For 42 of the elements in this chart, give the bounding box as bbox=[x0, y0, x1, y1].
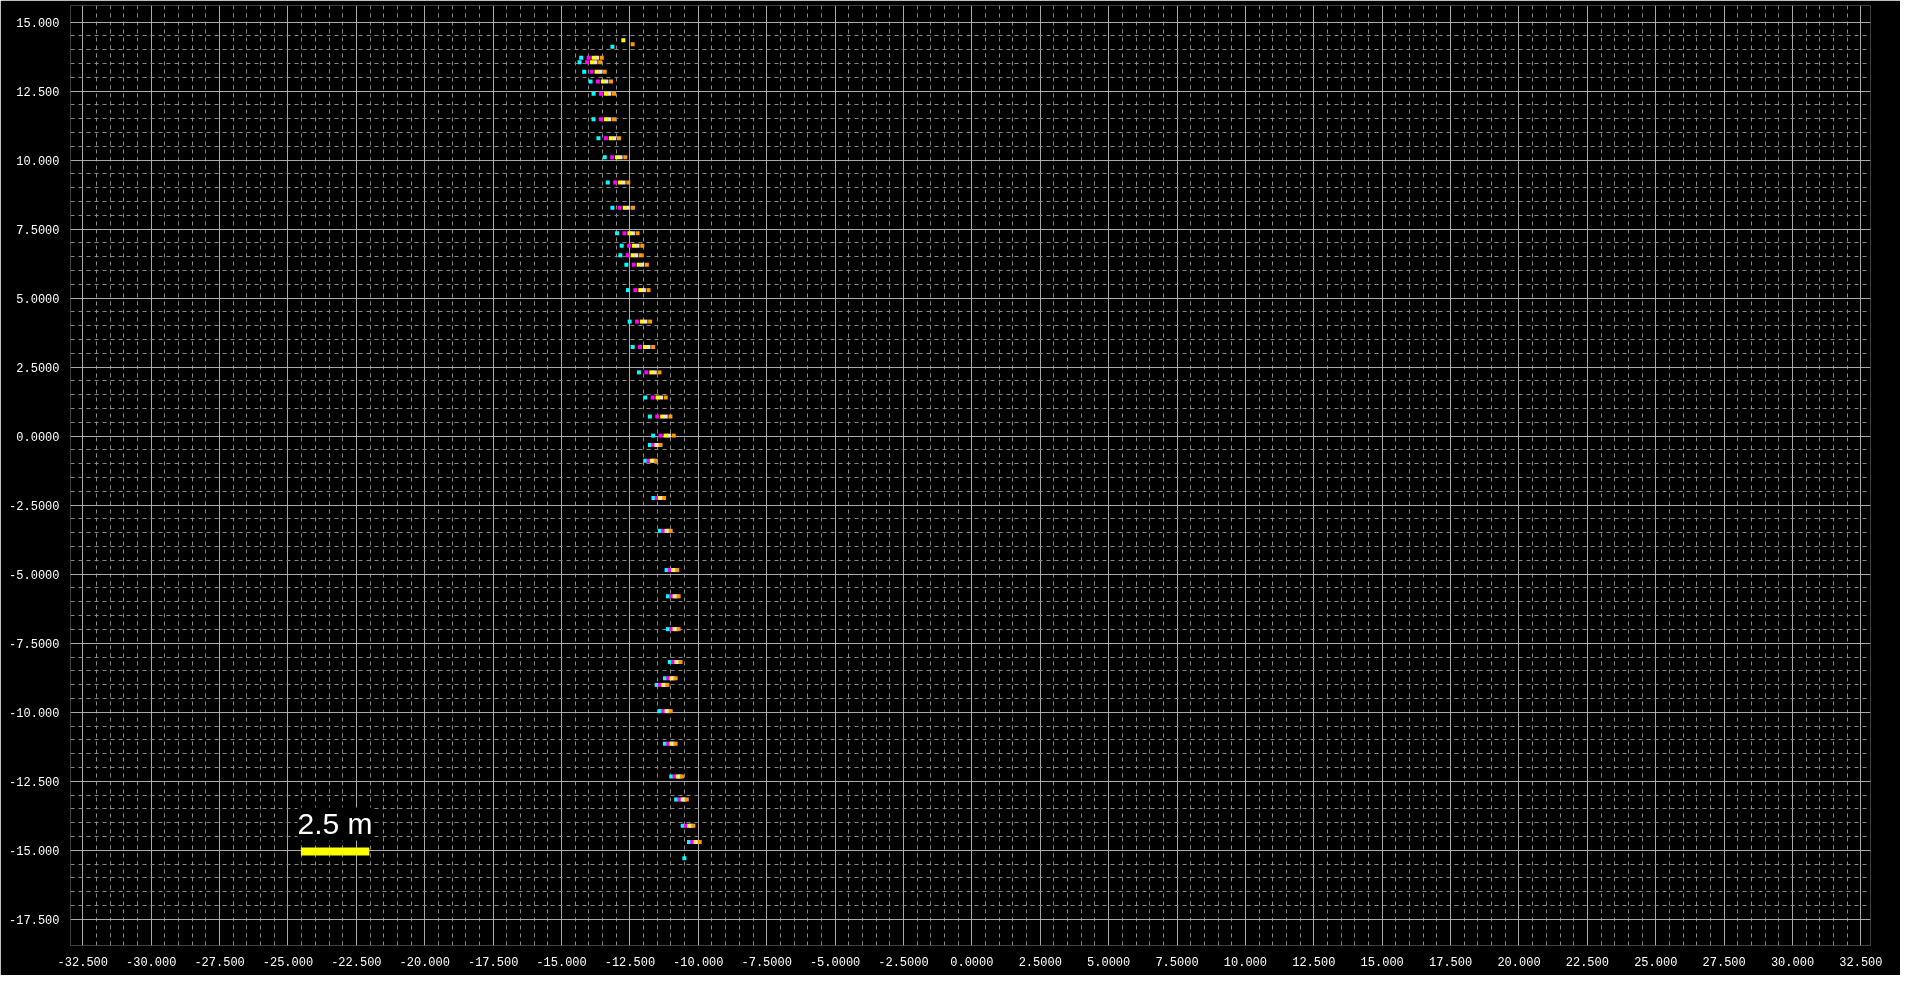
y-tick-label: -5.0000 bbox=[9, 568, 60, 583]
x-tick-label: -15.000 bbox=[536, 955, 587, 970]
y-tick-label: -7.5000 bbox=[9, 637, 60, 652]
y-tick-label: -17.500 bbox=[9, 913, 60, 928]
x-tick-label: -25.000 bbox=[262, 955, 314, 970]
x-tick-label: 10.000 bbox=[1223, 955, 1268, 970]
x-tick-label: 30.000 bbox=[1770, 955, 1815, 970]
x-tick-label: -7.5000 bbox=[741, 955, 792, 970]
x-tick-label: 12.500 bbox=[1292, 955, 1336, 970]
x-tick-label: -12.500 bbox=[604, 955, 656, 970]
y-tick-label: 12.500 bbox=[16, 85, 60, 100]
y-tick-label: 5.0000 bbox=[16, 292, 60, 307]
x-tick-label: -5.0000 bbox=[809, 955, 861, 970]
y-tick-label: -10.000 bbox=[9, 706, 60, 721]
y-tick-label: 0.0000 bbox=[16, 430, 60, 445]
x-tick-label: 22.500 bbox=[1565, 955, 1609, 970]
x-tick-label: -27.500 bbox=[194, 955, 245, 970]
y-tick-label: 7.5000 bbox=[16, 223, 60, 238]
y-tick-label: -12.500 bbox=[9, 775, 60, 790]
x-tick-label: -10.000 bbox=[673, 955, 724, 970]
y-tick-label: -2.5000 bbox=[9, 499, 60, 514]
y-tick-label: 2.5000 bbox=[16, 361, 60, 376]
annotation: 2.5 m bbox=[297, 807, 373, 841]
x-tick-label: -32.500 bbox=[57, 955, 109, 970]
y-tick-label: -15.000 bbox=[9, 844, 60, 859]
x-tick-label: 25.000 bbox=[1634, 955, 1678, 970]
x-tick-label: -22.500 bbox=[331, 955, 382, 970]
x-tick-label: 32.500 bbox=[1839, 955, 1883, 970]
x-tick-label: 0.0000 bbox=[950, 955, 994, 970]
x-tick-label: 15.000 bbox=[1360, 955, 1404, 970]
x-tick-label: -30.000 bbox=[125, 955, 177, 970]
x-tick-label: 27.500 bbox=[1702, 955, 1746, 970]
x-tick-label: 2.5000 bbox=[1018, 955, 1062, 970]
x-tick-label: -17.500 bbox=[467, 955, 519, 970]
x-tick-label: 5.0000 bbox=[1087, 955, 1131, 970]
y-tick-label: 10.000 bbox=[16, 154, 60, 169]
y-tick-label: 15.000 bbox=[16, 16, 60, 31]
x-tick-label: -20.000 bbox=[399, 955, 450, 970]
x-tick-label: 17.500 bbox=[1428, 955, 1473, 970]
x-tick-label: 20.000 bbox=[1497, 955, 1541, 970]
x-tick-label: -2.5000 bbox=[878, 955, 929, 970]
x-tick-label: 7.5000 bbox=[1155, 955, 1199, 970]
